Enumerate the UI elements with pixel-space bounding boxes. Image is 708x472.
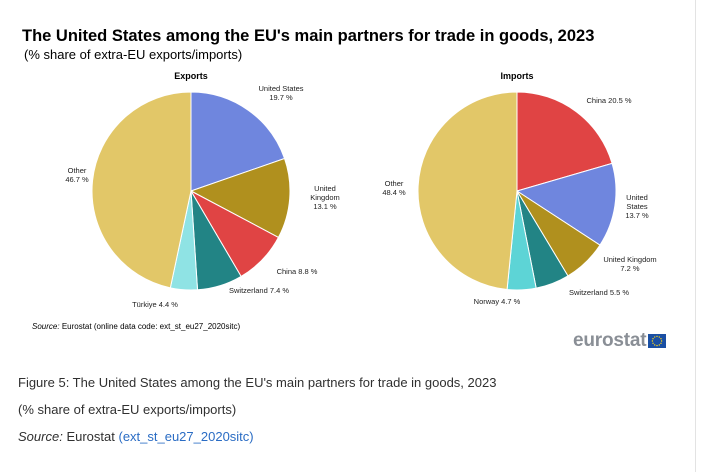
exports-label-t-rkiye: Türkiye 4.4 % bbox=[132, 300, 178, 309]
imports-slice-united-states bbox=[515, 162, 617, 246]
exports-label-united-kingdom: United Kingdom 13.1 % bbox=[310, 184, 340, 211]
imports-pie: Imports China 20.5 % United States 13.7 % Uni… bbox=[382, 71, 656, 306]
exports-pie-title: Exports bbox=[174, 71, 208, 81]
exports-pie: Exports United States 19.7 % United Kingdom 1… bbox=[65, 71, 339, 309]
figure-caption-source: Source: Eurostat (ext_st_eu27_2020sitc) bbox=[18, 429, 254, 444]
figure-panel: The United States among the EU's main pa… bbox=[22, 27, 667, 352]
source-text: Eurostat (online data code: ext_st_eu27_… bbox=[61, 322, 241, 331]
exports-label-other: Other 46.7 % bbox=[65, 166, 89, 184]
imports-label-china: China 20.5 % bbox=[586, 96, 631, 105]
imports-label-switzerland: Switzerland 5.5 % bbox=[569, 288, 629, 297]
chart-title: The United States among the EU's main pa… bbox=[22, 27, 595, 45]
imports-label-united-states: United States 13.7 % bbox=[625, 193, 649, 220]
imports-slice-other bbox=[417, 91, 518, 291]
page-divider bbox=[695, 0, 696, 472]
figure-caption-subtitle: (% share of extra-EU exports/imports) bbox=[18, 402, 237, 417]
exports-label-china: China 8.8 % bbox=[277, 267, 318, 276]
exports-label-switzerland: Switzerland 7.4 % bbox=[229, 286, 289, 295]
imports-slice-china bbox=[516, 91, 613, 192]
imports-label-united-kingdom: United Kingdom 7.2 % bbox=[603, 255, 656, 273]
exports-label-united-states: United States 19.7 % bbox=[258, 84, 303, 102]
eu-flag-icon bbox=[648, 334, 667, 348]
chart-subtitle: (% share of extra-EU exports/imports) bbox=[24, 47, 243, 62]
caption-source-label: Source: bbox=[18, 429, 63, 444]
figure-caption: Figure 5: The United States among the EU… bbox=[18, 375, 497, 390]
logo-text: eurostat bbox=[573, 330, 647, 351]
pie-charts: Exports United States 19.7 % United Kingdom 1… bbox=[65, 71, 656, 309]
imports-label-norway: Norway 4.7 % bbox=[474, 297, 521, 306]
source-label: Source: bbox=[32, 322, 60, 331]
imports-pie-title: Imports bbox=[500, 71, 533, 81]
exports-slice-united-kingdom bbox=[189, 157, 291, 239]
source-note: Source: Eurostat (online data code: ext_… bbox=[32, 322, 240, 331]
caption-source-link[interactable]: (ext_st_eu27_2020sitc) bbox=[118, 429, 254, 444]
caption-source-text: Eurostat bbox=[66, 429, 115, 444]
imports-label-other: Other 48.4 % bbox=[382, 179, 406, 197]
eurostat-logo: eurostat bbox=[573, 330, 667, 352]
exports-slice-other bbox=[91, 91, 192, 289]
